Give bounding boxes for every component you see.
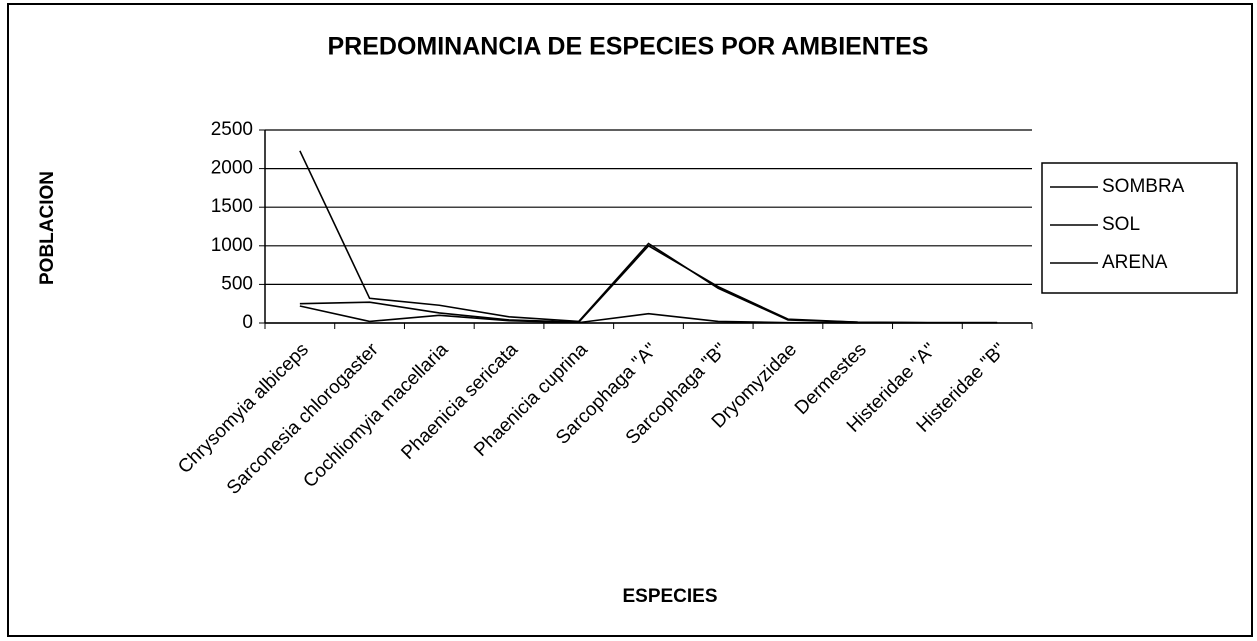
y-tick-label: 0: [242, 312, 253, 333]
series-line: [299, 305, 998, 324]
legend: [1041, 162, 1238, 294]
legend-label: ARENA: [1102, 252, 1168, 273]
chart-title: PREDOMINANCIA DE ESPECIES POR AMBIENTES: [327, 33, 928, 61]
legend-label: SOL: [1102, 214, 1140, 235]
y-tick-label: 1500: [211, 196, 253, 217]
y-axis-label: POBLACION: [37, 171, 58, 285]
y-tick-label: 500: [221, 273, 253, 294]
y-tick-label: 2500: [211, 119, 253, 140]
x-axis-label: ESPECIES: [622, 586, 717, 607]
chart-border: [7, 3, 1253, 637]
y-tick-label: 1000: [211, 235, 253, 256]
y-tick-label: 2000: [211, 158, 253, 179]
legend-label: SOMBRA: [1102, 176, 1185, 197]
